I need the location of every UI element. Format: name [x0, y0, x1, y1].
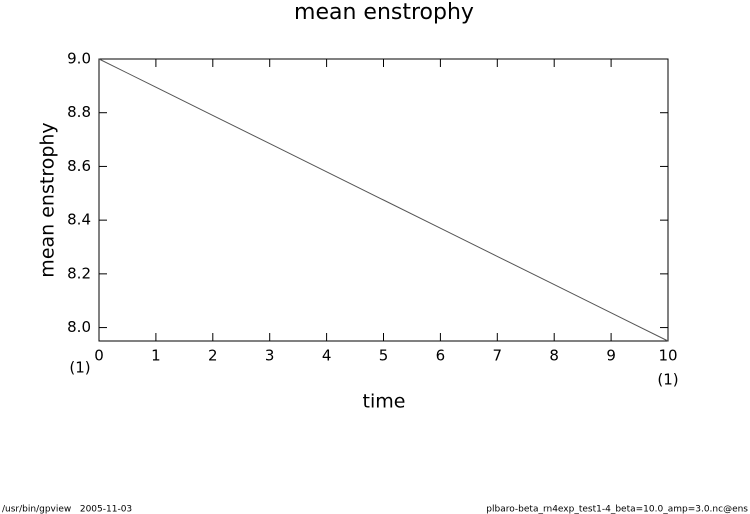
x-tick-label: 10: [658, 347, 677, 365]
y-tick-label: 8.2: [67, 264, 91, 282]
x-tick-label: 1: [151, 347, 161, 365]
x-axis-label: time: [363, 391, 406, 413]
y-tick-label: 8.6: [67, 157, 91, 175]
x-tick-label: 2: [208, 347, 218, 365]
y-tick-label: 8.8: [67, 103, 91, 121]
x-unit-note: (1): [657, 371, 678, 389]
footer-right: plbaro-beta_rn4exp_test1-4_beta=10.0_amp…: [486, 505, 748, 514]
x-tick-label: 5: [379, 347, 389, 365]
y-tick-label: 9.0: [67, 50, 91, 68]
x-tick-label: 6: [436, 347, 446, 365]
footer-left: /usr/bin/gpview 2005-11-03: [2, 505, 132, 514]
y-tick-label: 8.0: [67, 318, 91, 336]
x-tick-label: 9: [606, 347, 616, 365]
data-line: [98, 58, 669, 342]
x-tick-label: 8: [549, 347, 559, 365]
x-tick-label: 0: [94, 347, 104, 365]
x-tick-label: 7: [493, 347, 503, 365]
y-axis-label: mean enstrophy: [37, 122, 59, 277]
x-unit-note: (1): [69, 359, 90, 377]
chart-title: mean enstrophy: [294, 0, 474, 25]
x-tick-label: 4: [322, 347, 332, 365]
x-tick-label: 3: [265, 347, 275, 365]
y-tick-label: 8.4: [67, 211, 91, 229]
